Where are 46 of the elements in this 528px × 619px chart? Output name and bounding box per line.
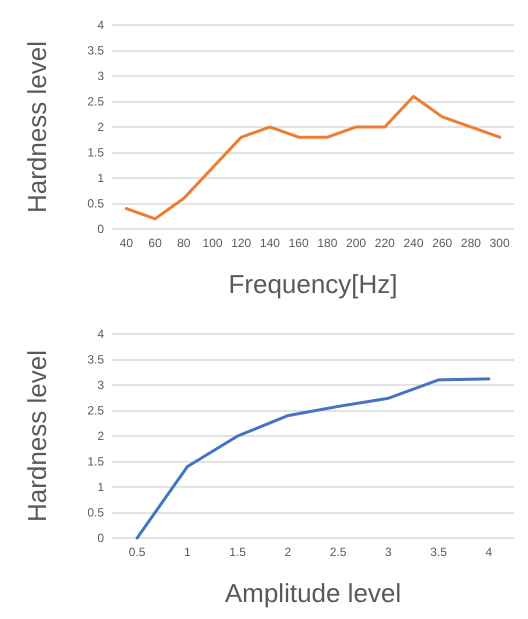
line-series: [136, 377, 490, 540]
y-tick-label: 0.5: [87, 196, 104, 210]
x-axis-title: Frequency[Hz]: [228, 269, 398, 299]
y-tick-label: 0.5: [87, 506, 104, 520]
x-axis-title: Amplitude level: [224, 578, 402, 608]
y-tick-label: 3.5: [87, 44, 104, 58]
x-tick-label: 60: [148, 236, 162, 250]
x-tick-label: 260: [432, 236, 453, 250]
x-tick-label: 300: [490, 236, 510, 250]
x-tick-label: 3.5: [430, 545, 448, 559]
y-axis-title: Hardness level: [22, 350, 52, 522]
x-tick-label: 2.5: [330, 545, 347, 559]
x-tick-label: 100: [202, 236, 223, 250]
y-tick-label: 0: [97, 531, 104, 545]
y-tick-label: 2: [97, 429, 104, 443]
x-tick-label: 1: [184, 545, 192, 559]
x-tick-label: 220: [374, 236, 396, 250]
line-series: [124, 94, 502, 220]
y-tick-label: 4: [97, 327, 104, 341]
x-tick-label: 1.5: [229, 545, 246, 559]
x-tick-label: 280: [460, 236, 482, 250]
x-tick-label: 40: [120, 236, 134, 250]
y-tick-label: 1.5: [87, 146, 104, 160]
y-tick-label: 2.5: [87, 404, 104, 418]
y-tick-label: 4: [97, 18, 104, 32]
y-tick-label: 3: [97, 378, 104, 392]
x-tick-label: 120: [231, 236, 252, 250]
x-tick-label: 200: [346, 236, 366, 250]
x-tick-label: 4: [486, 545, 493, 559]
x-tick-label: 80: [177, 236, 191, 250]
x-tick-label: 160: [288, 236, 309, 250]
y-tick-label: 2.5: [87, 94, 104, 108]
x-tick-label: 2: [284, 545, 292, 559]
y-tick-label: 0: [97, 222, 104, 236]
x-tick-label: 3: [385, 545, 392, 559]
y-axis-title: Hardness level: [22, 41, 52, 213]
y-tick-label: 1.5: [87, 454, 104, 468]
y-tick-label: 3.5: [87, 352, 104, 366]
x-tick-label: 180: [317, 236, 338, 250]
x-tick-label: 240: [403, 236, 424, 250]
y-tick-label: 1: [97, 480, 104, 494]
y-tick-label: 1: [97, 171, 104, 185]
x-tick-label: 0.5: [128, 545, 146, 559]
y-tick-label: 2: [97, 120, 104, 134]
x-tick-label: 140: [260, 236, 280, 250]
y-tick-label: 3: [97, 69, 104, 83]
